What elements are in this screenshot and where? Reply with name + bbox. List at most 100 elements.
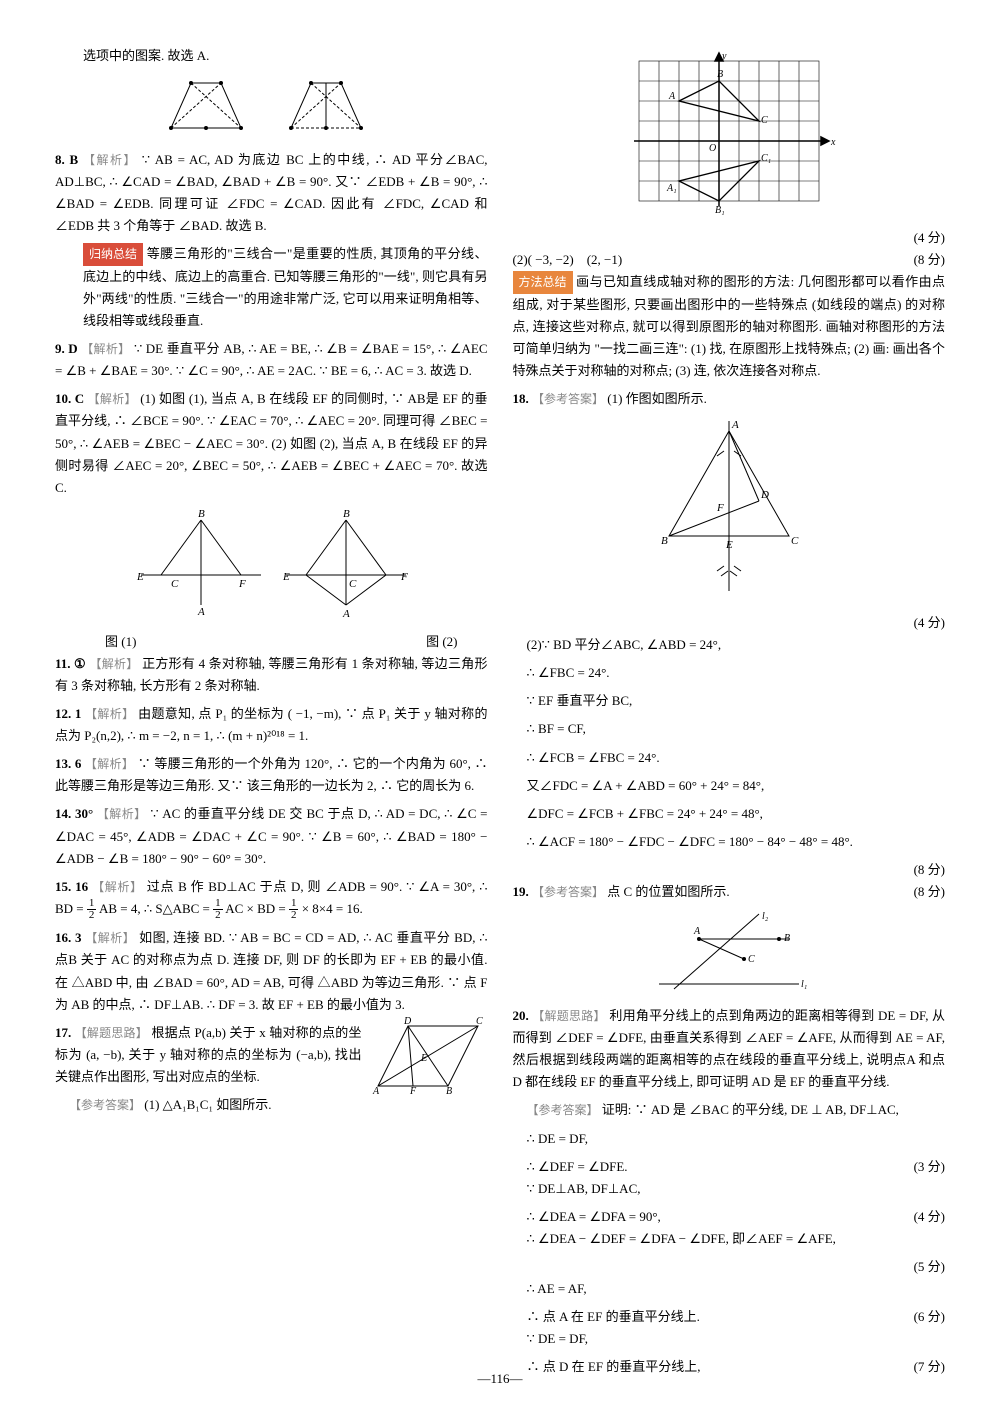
q14-tag: 【解析】 <box>97 807 147 821</box>
q20-s2: (3 分) <box>914 1156 945 1178</box>
svg-text:l₂: l₂ <box>762 911 769 922</box>
fig1-label: 图 (1) <box>105 631 136 653</box>
q20-num: 20. <box>513 1008 529 1023</box>
q13-tag: 【解析】 <box>85 757 134 771</box>
diagram-q18: A BEC DF <box>629 416 829 606</box>
q20-p5: ∴ ∠DEA − ∠DEF = ∠DFA − ∠DFE, 即∠AEF = ∠AF… <box>513 1228 946 1250</box>
svg-text:F: F <box>716 502 724 514</box>
svg-text:C: C <box>748 954 755 965</box>
q18-tag: 【参考答案】 <box>532 392 604 406</box>
svg-text:F: F <box>400 571 408 583</box>
q17-num: 17. <box>55 1025 71 1040</box>
svg-text:F: F <box>409 1086 417 1096</box>
q19-num: 19. <box>513 884 529 899</box>
q20-p3: ∵ DE⊥AB, DF⊥AC, <box>513 1178 946 1200</box>
svg-text:C: C <box>791 535 799 547</box>
q9-tag: 【解析】 <box>81 342 130 356</box>
q20-anstag: 【参考答案】 <box>527 1103 599 1117</box>
q15-mid2: AC × BD = <box>225 901 289 916</box>
q19-score: (8 分) <box>914 881 945 903</box>
q19: 19. 【参考答案】 点 C 的位置如图所示. (8 分) <box>513 881 946 903</box>
q17-score1: (4 分) <box>513 227 946 249</box>
svg-text:E: E <box>136 571 144 583</box>
svg-text:B: B <box>446 1086 452 1096</box>
q17-ans: 【参考答案】 (1) △A₁B₁C₁ 如图所示. <box>55 1094 488 1116</box>
q20-p0: 证明: ∵ AD 是 ∠BAC 的平分线, DE ⊥ AB, DF⊥AC, <box>602 1102 899 1117</box>
q18-b4: ∴ BF = CF, <box>513 718 946 740</box>
q20-p1: ∴ DE = DF, <box>513 1128 946 1150</box>
q16: 16. 3 【解析】 如图, 连接 BD. ∵ AB = BC = CD = A… <box>55 927 488 1015</box>
svg-text:A₁: A₁ <box>666 183 677 194</box>
q10-body: (1) 如图 (1), 当点 A, B 在线段 EF 的同侧时, ∵ AB是 E… <box>55 391 488 494</box>
q11: 11. ① 【解析】 正方形有 4 条对称轴, 等腰三角形有 1 条对称轴, 等… <box>55 653 488 697</box>
q15-mid: AB = 4, ∴ S△ABC = <box>99 901 213 916</box>
q10: 10. C 【解析】 (1) 如图 (1), 当点 A, B 在线段 EF 的同… <box>55 388 488 498</box>
q18-b6: 又∠FDC = ∠A + ∠ABD = 60° + 24° = 84°, <box>513 775 946 797</box>
q18-b5: ∴ ∠FCB = ∠FBC = 24°. <box>513 747 946 769</box>
q13-num: 13. 6 <box>55 756 81 771</box>
q12-num: 12. 1 <box>55 706 81 721</box>
q17-anstag: 【参考答案】 <box>69 1098 141 1112</box>
q17-line2: (2)( −3, −2) (2, −1) <box>513 249 623 271</box>
svg-text:x: x <box>830 137 836 148</box>
q18-b3: ∵ EF 垂直平分 BC, <box>513 690 946 712</box>
svg-text:B: B <box>343 508 350 520</box>
svg-text:B: B <box>198 508 205 520</box>
svg-text:A: A <box>342 608 350 620</box>
q14: 14. 30° 【解析】 ∵ AC 的垂直平分线 DE 交 BC 于点 D, ∴… <box>55 803 488 869</box>
q12: 12. 1 【解析】 由题意知, 点 P₁ 的坐标为 ( −1, −m), ∵ … <box>55 703 488 747</box>
svg-text:E: E <box>282 571 290 583</box>
q8-num: 8. B <box>55 152 78 167</box>
q20-p7: ∴ 点 A 在 EF 的垂直平分线上. <box>527 1306 700 1328</box>
svg-text:A: A <box>731 419 739 431</box>
svg-text:C: C <box>171 578 179 590</box>
q16-num: 16. 3 <box>55 930 82 945</box>
q10-num: 10. C <box>55 391 84 406</box>
q20-p2: ∴ ∠DEF = ∠DFE. <box>527 1156 628 1178</box>
q14-num: 14. 30° <box>55 806 93 821</box>
q18: 18. 【参考答案】 (1) 作图如图所示. <box>513 388 946 410</box>
q12-tag: 【解析】 <box>85 707 134 721</box>
svg-text:E: E <box>420 1053 427 1064</box>
svg-text:O: O <box>709 143 716 154</box>
q9: 9. D 【解析】 ∵ DE 垂直平分 AB, ∴ AE = BE, ∴ ∠B … <box>55 338 488 382</box>
diagram-q16: D C A F B E <box>368 1016 488 1096</box>
summary-label: 归纳总结 <box>83 243 143 265</box>
svg-text:l₁: l₁ <box>801 979 807 990</box>
method-summary: 方法总结 画与已知直线成轴对称的图形的方法: 几何图形都可以看作由点组成, 对于… <box>513 271 946 382</box>
svg-text:D: D <box>403 1016 412 1027</box>
diagram-q7 <box>161 73 381 143</box>
svg-text:B: B <box>784 933 790 944</box>
q11-num: 11. ① <box>55 656 86 671</box>
q18-a: (1) 作图如图所示. <box>607 391 707 406</box>
svg-text:A: A <box>372 1086 380 1096</box>
svg-text:F: F <box>238 578 246 590</box>
q18-b1: (2)∵ BD 平分∠ABC, ∠ABD = 24°, <box>513 634 946 656</box>
header-text: 选项中的图案. 故选 A. <box>55 45 488 67</box>
q13: 13. 6 【解析】 ∵ 等腰三角形的一个外角为 120°, ∴ 它的一个内角为… <box>55 753 488 797</box>
svg-text:C: C <box>761 115 768 126</box>
q15-num: 15. 16 <box>55 879 88 894</box>
q15-end: × 8×4 = 16. <box>302 901 363 916</box>
svg-text:E: E <box>725 539 733 551</box>
svg-text:A: A <box>197 606 205 618</box>
svg-text:C: C <box>476 1016 483 1027</box>
svg-text:C₁: C₁ <box>761 153 771 164</box>
q18-score1: (4 分) <box>513 612 946 634</box>
q20-s7: (6 分) <box>914 1306 945 1328</box>
q8-summary-text: 等腰三角形的"三线合一"是重要的性质, 其顶角的平分线、底边上的中线、底边上的高… <box>83 246 488 328</box>
q20-p4: ∴ ∠DEA = ∠DFA = 90°, <box>527 1206 661 1228</box>
q19-body: 点 C 的位置如图所示. <box>607 884 729 899</box>
q20-p8: ∵ DE = DF, <box>513 1328 946 1350</box>
svg-text:A: A <box>693 926 701 937</box>
q15-tag: 【解析】 <box>92 880 143 894</box>
q17-score2: (8 分) <box>914 249 945 271</box>
q18-score2: (8 分) <box>513 859 946 881</box>
svg-text:D: D <box>760 489 769 501</box>
svg-text:C: C <box>349 578 357 590</box>
q18-num: 18. <box>513 391 529 406</box>
q20-ans: 【参考答案】 证明: ∵ AD 是 ∠BAC 的平分线, DE ⊥ AB, DF… <box>513 1099 946 1121</box>
q20-ideatag: 【解题思路】 <box>532 1009 606 1023</box>
q17-anstext: (1) △A₁B₁C₁ 如图所示. <box>144 1097 271 1112</box>
q8-summary: 归纳总结 等腰三角形的"三线合一"是重要的性质, 其顶角的平分线、底边上的中线、… <box>55 243 488 332</box>
